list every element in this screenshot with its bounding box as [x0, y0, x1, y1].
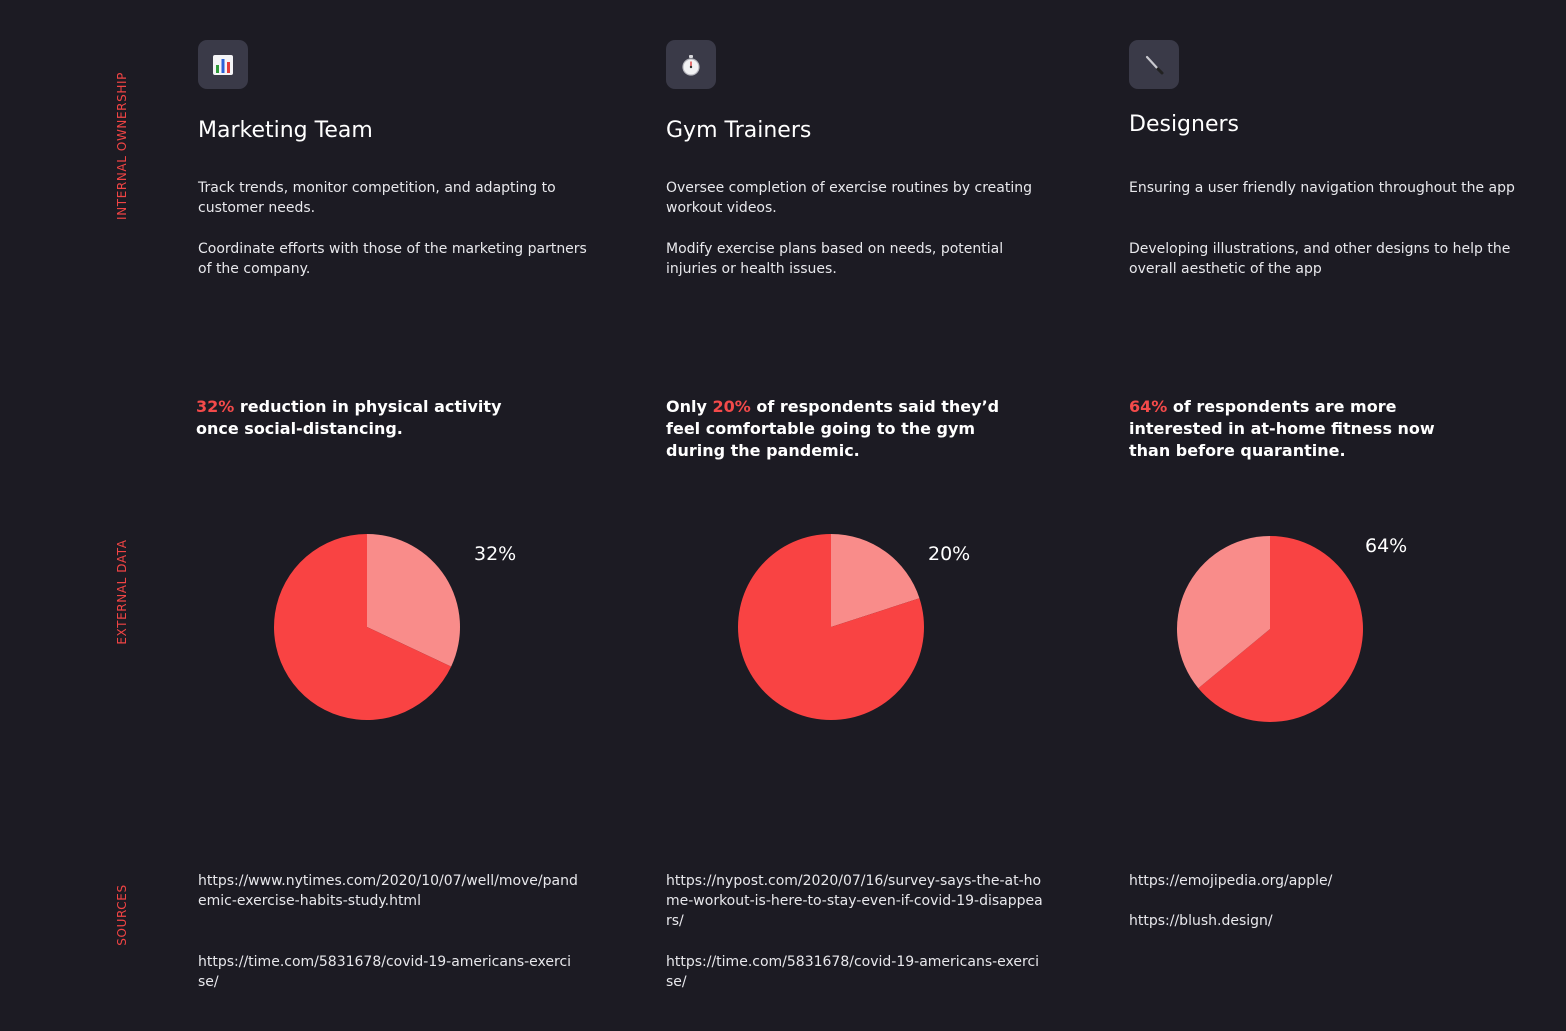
pie-chart: 20%: [738, 534, 970, 720]
role-description: Track trends, monitor competition, and a…: [198, 180, 556, 216]
pie-percent-label: 32%: [474, 543, 516, 565]
stat-highlight: 64%: [1129, 397, 1168, 416]
role-description: Modify exercise plans based on needs, po…: [666, 241, 1004, 277]
stat-prefix: Only: [666, 397, 713, 416]
source-link[interactable]: https://time.com/5831678/covid-19-americ…: [198, 954, 572, 990]
column-gym-trainers: Gym Trainers Oversee completion of exerc…: [666, 0, 1066, 1031]
stat-highlight: 32%: [196, 397, 235, 416]
stat-statement: Only 20% of respondents said they’d feel…: [666, 396, 1016, 462]
source-link[interactable]: https://www.nytimes.com/2020/10/07/well/…: [198, 873, 578, 909]
stat-statement: 32% reduction in physical activity once …: [196, 396, 546, 440]
source-link[interactable]: https://emojipedia.org/apple/: [1129, 873, 1333, 889]
role-description: Coordinate efforts with those of the mar…: [198, 241, 587, 277]
role-title: Designers: [1129, 112, 1239, 137]
pie-slice: [1177, 536, 1270, 689]
source-link[interactable]: https://blush.design/: [1129, 913, 1273, 929]
section-label-sources: SOURCES: [115, 884, 129, 946]
stat-highlight: 20%: [712, 397, 751, 416]
pie-slice: [831, 534, 920, 627]
source-link[interactable]: https://nypost.com/2020/07/16/survey-say…: [666, 873, 1043, 929]
section-label-internal-ownership: INTERNAL OWNERSHIP: [115, 72, 129, 220]
role-description: Ensuring a user friendly navigation thro…: [1129, 180, 1515, 196]
stat-text: of respondents said they’d feel comforta…: [666, 397, 1000, 460]
pie-slice: [367, 534, 460, 667]
pie-chart: 64%: [1177, 535, 1407, 722]
pie-percent-label: 64%: [1365, 535, 1407, 557]
stat-text: of respondents are more interested in at…: [1129, 397, 1435, 460]
bar-chart-icon: [198, 40, 248, 89]
pie-percent-label: 20%: [928, 543, 970, 565]
paintbrush-icon: [1129, 40, 1179, 89]
column-marketing-team: Marketing Team Track trends, monitor com…: [196, 0, 598, 1031]
pie-slice: [738, 534, 924, 720]
role-title: Gym Trainers: [666, 118, 812, 143]
pie-chart: 32%: [274, 534, 516, 720]
role-title: Marketing Team: [198, 118, 373, 143]
stopwatch-icon: [666, 40, 716, 89]
pie-slice: [1198, 536, 1363, 722]
stat-statement: 64% of respondents are more interested i…: [1129, 396, 1479, 462]
section-label-external-data: EXTERNAL DATA: [115, 539, 129, 645]
role-description: Developing illustrations, and other desi…: [1129, 241, 1511, 277]
pie-slice: [274, 534, 452, 720]
role-description: Oversee completion of exercise routines …: [666, 180, 1032, 216]
stat-text: reduction in physical activity once soci…: [196, 397, 502, 438]
column-designers: Designers Ensuring a user friendly navig…: [1129, 0, 1529, 1031]
source-link[interactable]: https://time.com/5831678/covid-19-americ…: [666, 954, 1040, 990]
